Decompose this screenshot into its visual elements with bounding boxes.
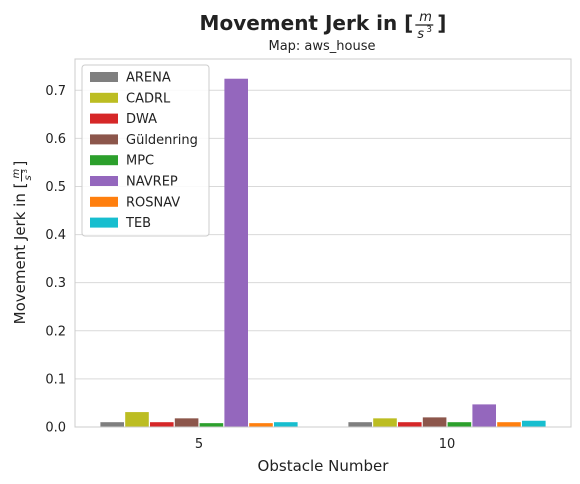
bars <box>100 78 546 428</box>
legend-label-rosnav: ROSNAV <box>126 195 180 210</box>
legend-swatch-dwa <box>90 113 118 124</box>
bar-arena-5 <box>100 422 124 427</box>
legend-swatch-teb <box>90 217 118 228</box>
y-tick-label: 0.4 <box>45 228 66 243</box>
bar-teb-5 <box>274 422 298 427</box>
y-axis-ticks: 0.0 0.1 0.2 0.3 0.4 0.5 0.6 0.7 <box>45 84 66 436</box>
svg-text:3: 3 <box>21 169 29 173</box>
bar-dwa-5 <box>150 422 174 427</box>
bar-navrep-5 <box>224 78 248 428</box>
svg-text:]: ] <box>437 11 446 35</box>
bar-teb-10 <box>522 420 546 427</box>
bar-rosnav-5 <box>249 423 273 427</box>
legend-swatch-g-ldenring <box>90 134 118 145</box>
svg-text:]: ] <box>11 161 29 167</box>
svg-text:3: 3 <box>426 25 432 35</box>
legend-swatch-cadrl <box>90 92 118 103</box>
chart-subtitle: Map: aws_house <box>268 39 375 54</box>
y-tick-label: 0.3 <box>45 276 66 291</box>
x-axis-label: Obstacle Number <box>258 457 390 475</box>
x-axis-ticks: 5 10 <box>195 437 455 452</box>
bar-navrep-10 <box>472 404 496 427</box>
bar-cadrl-10 <box>373 418 397 427</box>
legend-label-arena: ARENA <box>126 71 171 86</box>
y-tick-label: 0.7 <box>45 84 66 99</box>
legend-label-teb: TEB <box>125 216 151 231</box>
svg-text:m: m <box>11 169 22 179</box>
plot-frame <box>74 58 572 428</box>
bar-g-ldenring-5 <box>174 418 199 427</box>
legend-swatch-rosnav <box>90 196 118 207</box>
legend-swatch-navrep <box>90 176 118 186</box>
x-tick-label: 5 <box>195 437 203 452</box>
svg-text:m: m <box>419 10 432 25</box>
y-tick-label: 0.0 <box>45 421 66 436</box>
legend-swatch-arena <box>90 72 118 82</box>
bar-mpc-10 <box>447 422 472 427</box>
legend-label-mpc: MPC <box>126 154 154 169</box>
chart-title-group: Movement Jerk in [ ms 3] <box>200 10 447 42</box>
legend-label-navrep: NAVREP <box>126 175 178 190</box>
y-tick-label: 0.5 <box>45 180 66 195</box>
bar-rosnav-10 <box>497 422 521 427</box>
y-tick-label: 0.1 <box>45 372 66 387</box>
y-tick-label: 0.2 <box>45 324 66 339</box>
legend-label-cadrl: CADRL <box>126 91 171 106</box>
bar-mpc-5 <box>199 423 224 427</box>
y-tick-label: 0.6 <box>45 132 66 147</box>
bar-dwa-10 <box>398 422 422 427</box>
legend-label-g-ldenring: Güldenring <box>126 133 198 148</box>
legend-label-dwa: DWA <box>126 112 157 127</box>
x-tick-label: 10 <box>439 437 456 452</box>
chart-title: Movement Jerk in [ <box>200 11 414 35</box>
svg-text:s: s <box>417 27 424 42</box>
bar-arena-10 <box>348 422 372 427</box>
bar-g-ldenring-10 <box>422 417 447 427</box>
bar-cadrl-5 <box>125 412 149 427</box>
y-axis-label: Movement Jerk in [ m s 3] <box>11 161 34 325</box>
legend: ARENA CADRL DWA Güldenring MPC NAVREP ROSNAV TE… <box>81 64 210 237</box>
legend-swatch-mpc <box>90 155 118 166</box>
legend-box <box>81 64 210 237</box>
svg-text:Movement Jerk in [: Movement Jerk in [ <box>11 183 29 325</box>
svg-text:s: s <box>23 175 34 180</box>
